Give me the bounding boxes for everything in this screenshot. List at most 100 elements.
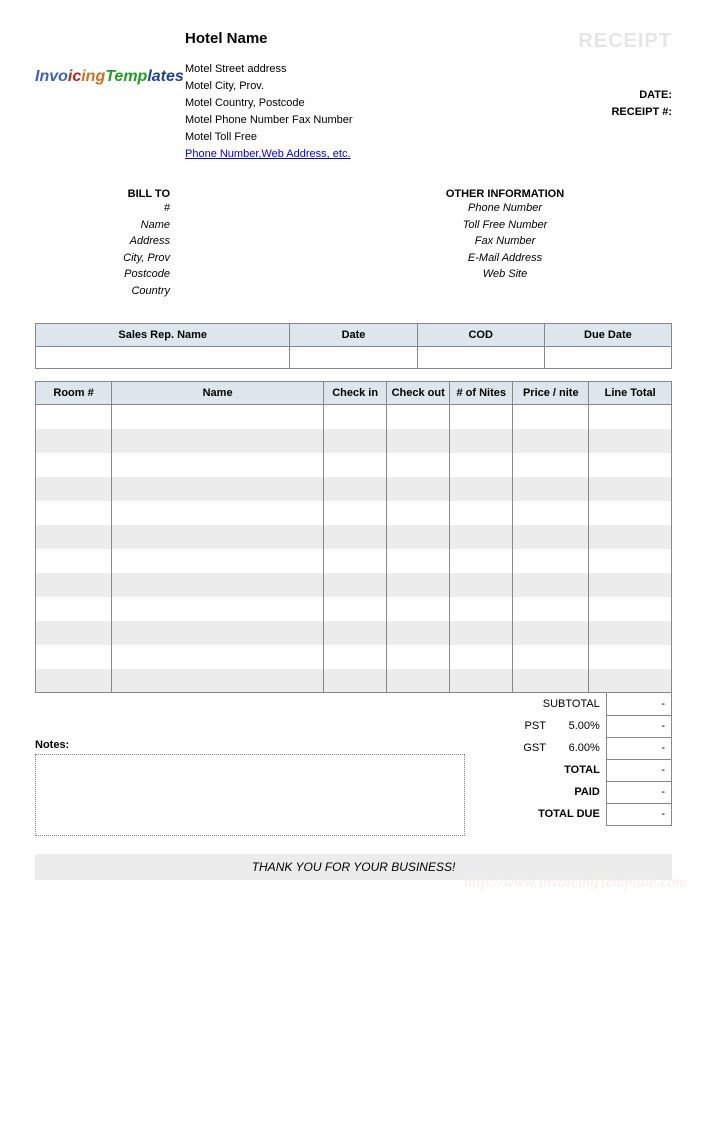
item-cell[interactable] [36, 549, 112, 573]
sales-cell-cod[interactable] [417, 347, 544, 369]
item-cell[interactable] [387, 453, 450, 477]
item-cell[interactable] [112, 477, 324, 501]
item-cell[interactable] [513, 645, 589, 669]
item-cell[interactable] [589, 477, 672, 501]
sales-cell-date[interactable] [290, 347, 417, 369]
item-cell[interactable] [450, 573, 513, 597]
item-cell[interactable] [589, 669, 672, 693]
item-cell[interactable] [324, 597, 387, 621]
item-cell[interactable] [387, 429, 450, 453]
item-cell[interactable] [589, 525, 672, 549]
item-cell[interactable] [589, 453, 672, 477]
item-cell[interactable] [513, 621, 589, 645]
item-cell[interactable] [112, 669, 324, 693]
item-cell[interactable] [324, 621, 387, 645]
item-cell[interactable] [450, 405, 513, 429]
item-cell[interactable] [450, 453, 513, 477]
item-cell[interactable] [324, 477, 387, 501]
hotel-contact-link[interactable]: Phone Number,Web Address, etc. [185, 148, 351, 160]
item-cell[interactable] [36, 405, 112, 429]
hotel-address-4: Motel Phone Number Fax Number [185, 112, 522, 129]
item-cell[interactable] [112, 573, 324, 597]
item-cell[interactable] [387, 621, 450, 645]
item-cell[interactable] [513, 669, 589, 693]
sales-header-rep: Sales Rep. Name [36, 324, 290, 347]
item-cell[interactable] [387, 405, 450, 429]
item-cell[interactable] [513, 501, 589, 525]
item-cell[interactable] [112, 453, 324, 477]
item-cell[interactable] [450, 477, 513, 501]
item-cell[interactable] [513, 405, 589, 429]
item-cell[interactable] [589, 645, 672, 669]
item-cell[interactable] [112, 597, 324, 621]
item-cell[interactable] [36, 477, 112, 501]
sales-cell-rep[interactable] [36, 347, 290, 369]
item-cell[interactable] [589, 405, 672, 429]
item-cell[interactable] [387, 549, 450, 573]
item-cell[interactable] [513, 573, 589, 597]
item-cell[interactable] [450, 549, 513, 573]
item-cell[interactable] [324, 429, 387, 453]
item-cell[interactable] [112, 429, 324, 453]
item-cell[interactable] [450, 621, 513, 645]
item-cell[interactable] [387, 477, 450, 501]
item-cell[interactable] [324, 405, 387, 429]
pst-value: - [606, 715, 671, 737]
item-cell[interactable] [324, 669, 387, 693]
item-cell[interactable] [324, 525, 387, 549]
item-cell[interactable] [36, 669, 112, 693]
receipt-no-label: RECEIPT #: [522, 104, 672, 121]
gst-label: GST [465, 737, 552, 759]
item-cell[interactable] [324, 645, 387, 669]
item-cell[interactable] [112, 549, 324, 573]
item-cell[interactable] [589, 501, 672, 525]
subtotal-label: SUBTOTAL [465, 693, 606, 715]
item-cell[interactable] [387, 573, 450, 597]
item-cell[interactable] [589, 549, 672, 573]
item-cell[interactable] [36, 645, 112, 669]
items-table: Room # Name Check in Check out # of Nite… [35, 381, 672, 693]
total-value: - [606, 759, 671, 781]
item-cell[interactable] [513, 429, 589, 453]
item-cell[interactable] [324, 549, 387, 573]
item-cell[interactable] [450, 645, 513, 669]
item-cell[interactable] [450, 669, 513, 693]
item-cell[interactable] [112, 405, 324, 429]
item-cell[interactable] [589, 429, 672, 453]
item-cell[interactable] [36, 621, 112, 645]
item-cell[interactable] [36, 453, 112, 477]
item-cell[interactable] [36, 573, 112, 597]
item-cell[interactable] [324, 573, 387, 597]
item-cell[interactable] [450, 501, 513, 525]
item-cell[interactable] [387, 669, 450, 693]
item-cell[interactable] [112, 645, 324, 669]
item-cell[interactable] [513, 549, 589, 573]
item-cell[interactable] [513, 477, 589, 501]
item-cell[interactable] [387, 645, 450, 669]
sales-cell-due[interactable] [544, 347, 671, 369]
item-cell[interactable] [513, 525, 589, 549]
item-cell[interactable] [387, 501, 450, 525]
gst-value: - [606, 737, 671, 759]
item-cell[interactable] [324, 501, 387, 525]
item-cell[interactable] [112, 501, 324, 525]
item-cell[interactable] [513, 597, 589, 621]
item-cell[interactable] [450, 525, 513, 549]
item-cell[interactable] [450, 429, 513, 453]
item-cell[interactable] [36, 501, 112, 525]
item-cell[interactable] [589, 573, 672, 597]
logo: InvoicingTemplates [35, 68, 185, 86]
item-cell[interactable] [450, 597, 513, 621]
item-cell[interactable] [112, 621, 324, 645]
item-cell[interactable] [36, 597, 112, 621]
item-cell[interactable] [324, 453, 387, 477]
item-cell[interactable] [36, 429, 112, 453]
item-cell[interactable] [36, 525, 112, 549]
item-cell[interactable] [387, 525, 450, 549]
item-cell[interactable] [112, 525, 324, 549]
item-cell[interactable] [589, 621, 672, 645]
item-cell[interactable] [387, 597, 450, 621]
item-cell[interactable] [589, 597, 672, 621]
notes-box[interactable] [35, 754, 465, 836]
item-cell[interactable] [513, 453, 589, 477]
